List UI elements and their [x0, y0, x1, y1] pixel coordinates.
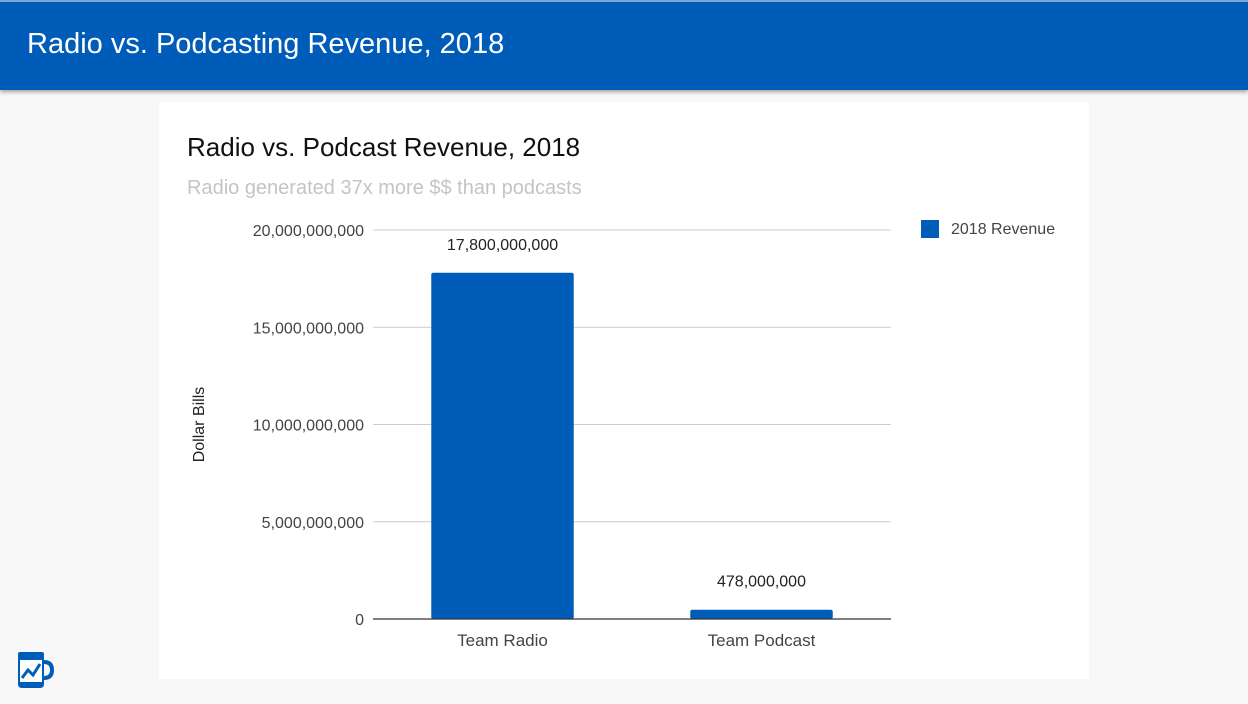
- data-label: 478,000,000: [717, 574, 806, 591]
- y-tick-label: 5,000,000,000: [262, 515, 364, 532]
- x-tick-label: Team Podcast: [708, 631, 816, 650]
- y-tick-label: 15,000,000,000: [253, 320, 364, 337]
- legend-swatch: [921, 220, 939, 238]
- bar-team-podcast: [690, 609, 833, 619]
- chart-card: Radio vs. Podcast Revenue, 2018 Radio ge…: [159, 102, 1089, 679]
- chart-title: Radio vs. Podcast Revenue, 2018: [187, 132, 581, 162]
- page-title: Radio vs. Podcasting Revenue, 2018: [27, 28, 505, 60]
- y-tick-label: 20,000,000,000: [253, 223, 364, 240]
- legend-label: 2018 Revenue: [951, 221, 1055, 238]
- bar-team-radio: [431, 272, 574, 619]
- y-tick-label: 10,000,000,000: [253, 418, 364, 435]
- y-tick-label: 0: [355, 612, 364, 629]
- y-axis-label: Dollar Bills: [191, 387, 208, 463]
- chart-subtitle: Radio generated 37x more $$ than podcast…: [187, 177, 582, 199]
- bar-chart: 0 5,000,000,000 10,000,000,000 15,000,000,0…: [191, 220, 1055, 650]
- data-label: 17,800,000,000: [447, 237, 558, 254]
- x-tick-label: Team Radio: [457, 631, 548, 650]
- coffee-mug-chart-logo-icon: [18, 652, 54, 688]
- header-bar: Radio vs. Podcasting Revenue, 2018: [0, 0, 1248, 90]
